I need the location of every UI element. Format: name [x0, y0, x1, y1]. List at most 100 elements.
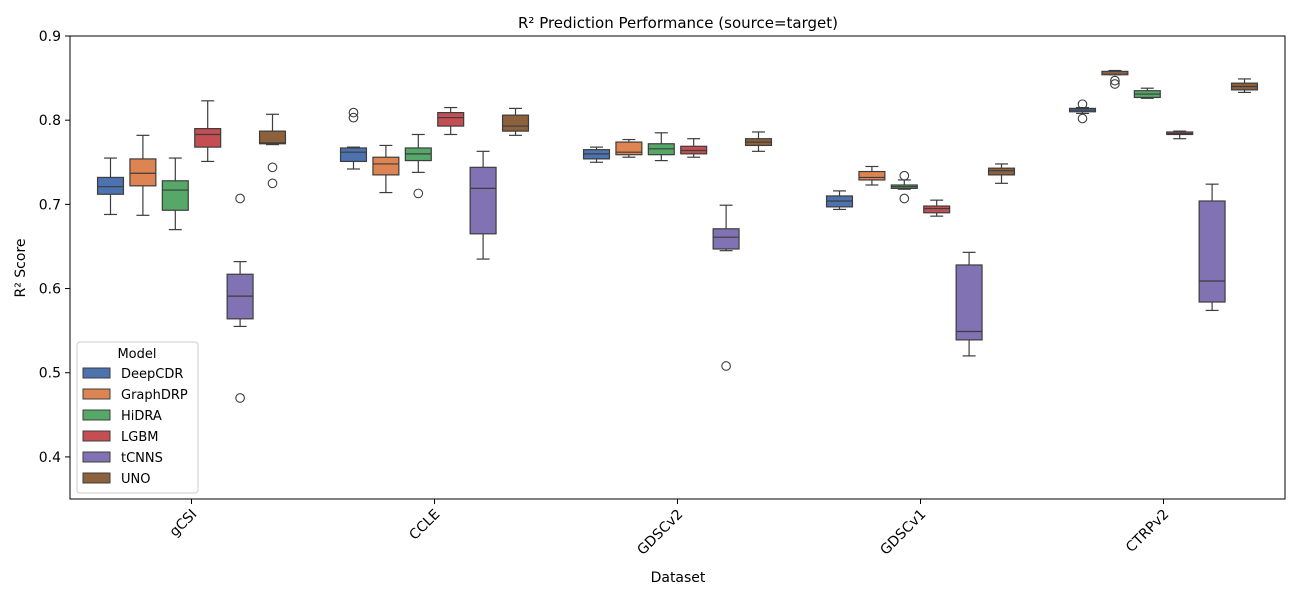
box-lgbm-ccle	[437, 106, 465, 136]
outlier-point	[235, 393, 245, 403]
box-tcnns-ctrpv2	[1198, 183, 1226, 312]
box-body	[712, 228, 740, 250]
box-lgbm-ctrpv2	[1166, 130, 1194, 140]
box-tcnns-ccle	[469, 150, 497, 260]
outlier-point	[899, 193, 910, 204]
outlier-point	[1077, 113, 1088, 124]
x-axis-label: Dataset	[651, 570, 706, 586]
plot-frame	[69, 35, 1286, 500]
legend-swatch-graphdrp	[82, 388, 111, 400]
y-tick-label: 0.5	[39, 366, 61, 382]
x-tick-label: GDSCv2	[634, 507, 686, 559]
box-deepcdr-ctrpv2	[1068, 99, 1097, 124]
box-body	[955, 264, 983, 341]
outlier-point	[413, 188, 424, 199]
series-tcnns	[226, 150, 1226, 403]
outlier-point	[348, 112, 359, 123]
box-deepcdr-ccle	[339, 107, 368, 170]
box-body	[372, 156, 400, 176]
legend-swatch-hidra	[82, 409, 111, 421]
box-graphdrp-ccle	[372, 144, 400, 194]
x-tick-label: CTRPv2	[1123, 507, 1172, 556]
series-deepcdr	[96, 99, 1097, 216]
box-tcnns-gdscv1	[955, 251, 983, 357]
series-graphdrp	[129, 69, 1129, 216]
x-tick-label: GDSCv1	[877, 507, 929, 559]
series-hidra	[161, 87, 1161, 231]
box-body	[1198, 200, 1226, 303]
legend-label-graphdrp: GraphDRP	[121, 388, 188, 403]
box-hidra-gdscv1	[890, 170, 918, 204]
legend-label-tcnns: tCNNS	[121, 451, 163, 466]
outlier-point	[267, 162, 278, 173]
box-body	[96, 176, 125, 195]
chart-title: R² Prediction Performance (source=target…	[518, 14, 838, 32]
outlier-point	[348, 107, 359, 118]
box-body	[129, 158, 157, 187]
box-tcnns-gcsi	[226, 193, 254, 403]
box-lgbm-gdscv1	[923, 199, 951, 217]
legend: Model DeepCDR GraphDRP HiDRA LGBM tCNNS UNO	[76, 341, 199, 494]
box-body	[858, 170, 886, 181]
box-uno-gdscv2	[744, 131, 773, 152]
legend-swatch-uno	[82, 472, 111, 484]
legend-items: DeepCDR GraphDRP HiDRA LGBM tCNNS UNO	[82, 367, 188, 487]
box-body	[987, 167, 1016, 176]
x-tick-label: gCSI	[167, 507, 201, 541]
box-graphdrp-gdscv2	[615, 138, 643, 158]
box-uno-ctrpv2	[1230, 78, 1259, 94]
box-body	[161, 180, 189, 211]
box-body	[923, 205, 951, 214]
y-axis: 0.4 0.5 0.6 0.7 0.8 0.9	[39, 29, 70, 466]
outlier-point	[1110, 79, 1120, 89]
outlier-point	[267, 178, 278, 189]
box-hidra-gdscv2	[647, 132, 675, 162]
box-body	[258, 130, 287, 145]
legend-swatch-lgbm	[82, 430, 111, 442]
legend-swatch-deepcdr	[82, 367, 111, 379]
legend-label-lgbm: LGBM	[121, 430, 158, 445]
series-uno	[258, 78, 1259, 189]
outlier-point	[899, 170, 910, 181]
legend-label-hidra: HiDRA	[121, 409, 162, 424]
series-lgbm	[194, 100, 1194, 217]
y-tick-label: 0.8	[39, 113, 61, 129]
plot-area	[96, 69, 1259, 403]
box-body	[615, 141, 643, 156]
box-body	[194, 128, 222, 148]
outlier-point	[235, 193, 245, 204]
box-uno-gdscv1	[987, 163, 1016, 184]
outlier-point	[1110, 75, 1120, 86]
box-graphdrp-gcsi	[129, 134, 157, 216]
legend-label-deepcdr: DeepCDR	[121, 367, 183, 382]
legend-swatch-tcnns	[82, 451, 111, 463]
box-hidra-gcsi	[161, 157, 189, 231]
box-deepcdr-gcsi	[96, 157, 125, 216]
x-tick-label: CCLE	[406, 507, 443, 544]
box-deepcdr-gdscv2	[582, 146, 611, 163]
outlier-point	[721, 361, 731, 371]
legend-title: Model	[117, 347, 156, 362]
box-uno-gcsi	[258, 113, 287, 189]
outlier-point	[1077, 99, 1088, 110]
box-hidra-ccle	[404, 133, 432, 199]
box-graphdrp-gdscv1	[858, 165, 886, 186]
box-uno-ccle	[501, 107, 530, 136]
legend-label-uno: UNO	[121, 472, 150, 487]
box-body	[437, 112, 465, 127]
box-graphdrp-ctrpv2	[1101, 69, 1129, 89]
box-body	[501, 114, 530, 132]
y-tick-label: 0.4	[39, 450, 61, 466]
box-lgbm-gdscv2	[680, 138, 708, 158]
box-tcnns-gdscv2	[712, 204, 740, 371]
y-tick-label: 0.9	[39, 29, 61, 45]
y-axis-label: R² Score	[13, 238, 29, 297]
box-body	[339, 147, 368, 163]
box-deepcdr-gdscv1	[825, 190, 854, 211]
box-body	[469, 166, 497, 235]
y-tick-label: 0.7	[39, 197, 61, 213]
y-tick-label: 0.6	[39, 282, 61, 298]
box-hidra-ctrpv2	[1133, 87, 1161, 99]
x-axis: gCSI CCLE GDSCv2 GDSCv1 CTRPv2	[167, 499, 1172, 559]
